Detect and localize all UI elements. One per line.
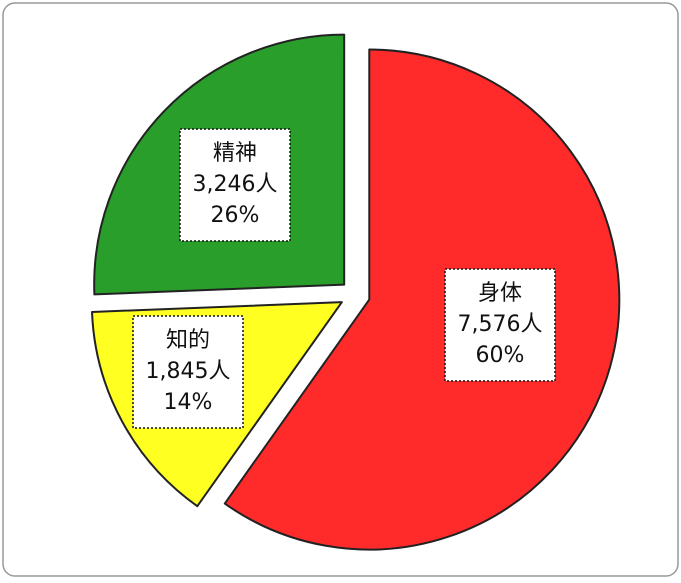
category-label: 精神 [213,141,257,166]
category-label: 身体 [478,281,522,306]
percent-label: 26% [211,203,260,228]
category-label: 知的 [166,328,210,353]
percent-label: 14% [164,390,213,415]
value-label: 1,845人 [146,359,231,384]
label-box [179,128,291,242]
pie-slice [223,48,621,551]
value-label: 7,576人 [458,312,543,337]
percent-label: 60% [476,343,525,368]
label-box [132,315,244,429]
value-label: 3,246人 [193,172,278,197]
label-box [444,268,556,382]
